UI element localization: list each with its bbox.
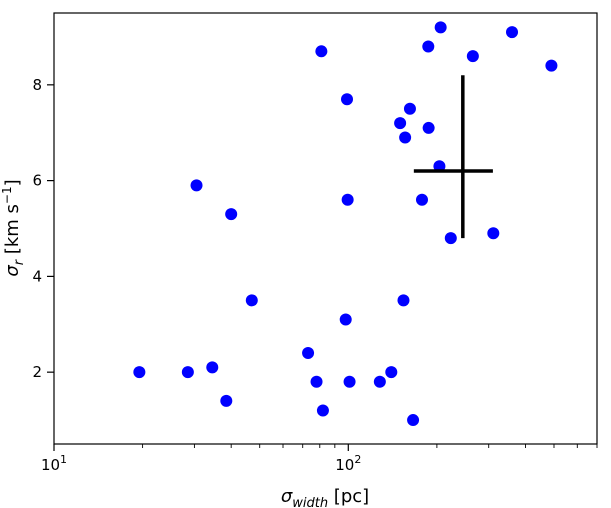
data-point xyxy=(315,45,328,58)
x-tick-label: 101 xyxy=(41,453,67,474)
data-point xyxy=(310,375,323,388)
data-point xyxy=(220,394,233,407)
data-point xyxy=(506,26,519,39)
data-point xyxy=(181,366,194,379)
data-point xyxy=(415,193,428,206)
data-point xyxy=(397,294,410,307)
data-point xyxy=(302,347,315,360)
y-tick-label: 8 xyxy=(32,76,42,94)
data-point xyxy=(343,375,356,388)
error-bar xyxy=(413,75,493,239)
data-point xyxy=(422,121,435,134)
y-tick-label: 4 xyxy=(32,267,42,285)
y-tick-label: 6 xyxy=(32,172,42,190)
y-tick-label: 2 xyxy=(32,363,42,381)
data-point xyxy=(466,50,479,63)
data-point xyxy=(339,313,352,326)
y-axis-ticks: 2 4 6 8 xyxy=(32,76,54,381)
data-point xyxy=(434,21,447,34)
data-point xyxy=(545,59,558,72)
data-point xyxy=(373,375,386,388)
data-point xyxy=(444,232,457,245)
data-point xyxy=(487,227,500,240)
y-axis-label: σr [km s−1] xyxy=(0,179,27,276)
data-point xyxy=(316,404,329,417)
data-point xyxy=(341,93,354,106)
data-point xyxy=(341,193,354,206)
data-point xyxy=(403,102,416,115)
plot-frame xyxy=(53,12,598,445)
data-point xyxy=(133,366,146,379)
data-markers xyxy=(133,21,558,427)
data-point xyxy=(399,131,412,144)
data-point xyxy=(206,361,219,374)
data-point xyxy=(407,414,420,427)
data-point xyxy=(422,40,435,53)
data-point xyxy=(190,179,203,192)
x-tick-label: 102 xyxy=(335,453,361,474)
data-point xyxy=(385,366,398,379)
data-point xyxy=(394,117,407,130)
data-point xyxy=(225,208,238,221)
data-point xyxy=(245,294,258,307)
x-axis-ticks: 101 102 xyxy=(41,444,598,474)
x-axis-label: σwidth [pc] xyxy=(281,486,369,508)
data-point xyxy=(433,160,446,173)
